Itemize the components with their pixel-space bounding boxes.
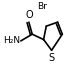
Text: O: O: [25, 10, 33, 20]
Text: S: S: [49, 53, 55, 63]
Text: H₂N: H₂N: [3, 36, 20, 45]
Text: Br: Br: [37, 2, 47, 11]
